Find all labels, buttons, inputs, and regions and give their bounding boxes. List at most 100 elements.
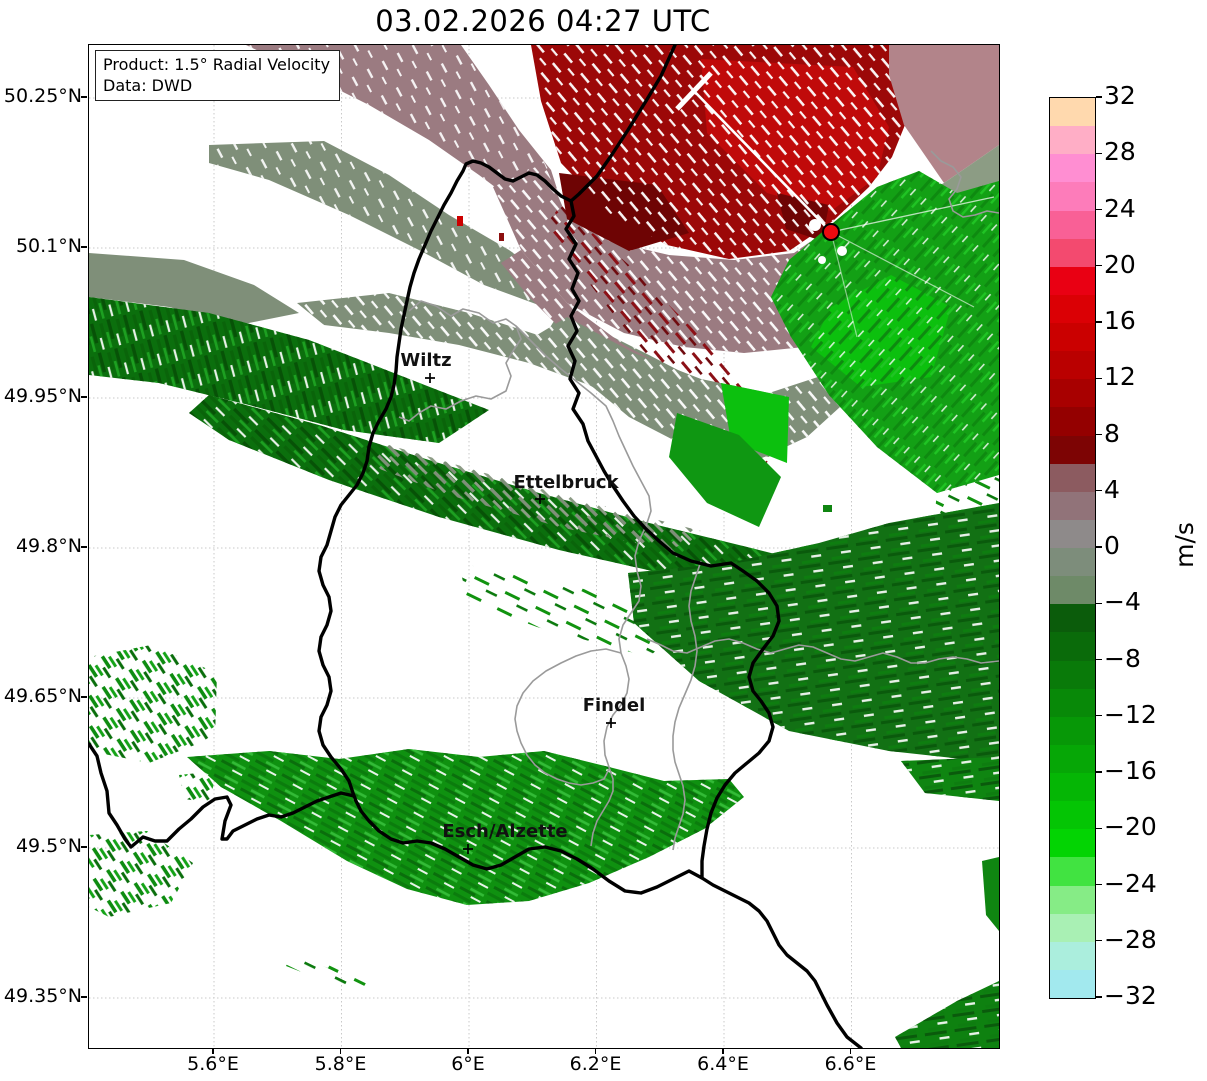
colorbar-tick-mark [1096,377,1102,379]
colorbar-tick-mark [1096,321,1102,323]
colorbar-segment [1050,379,1095,408]
product-info-box: Product: 1.5° Radial Velocity Data: DWD [95,50,341,101]
x-tick-label: 5.6°E [187,1053,239,1075]
city-label-findel: Findel [583,695,646,716]
colorbar-tick-mark [1096,208,1102,211]
y-tick-label: 49.95°N [3,385,82,407]
texture [246,45,559,205]
country-borders [89,45,863,1048]
colorbar-segment [1050,182,1095,211]
colorbar-tick-mark [1096,771,1102,773]
velocity-region-south-dash-1 [286,954,351,989]
radar-spoke-artifacts [675,71,995,338]
colorbar-segment [1050,576,1095,605]
colorbar-tick-mark [1096,940,1102,942]
x-tick-mark [594,1048,597,1054]
colorbar-segment [1050,744,1095,773]
border-france-germany [700,876,863,1048]
city-label-ettelbruck: Ettelbruck [513,472,619,493]
texture [628,503,999,763]
x-tick-label: 6.2°E [569,1053,622,1075]
y-tick-mark [81,96,87,98]
velocity-region-ettelbruck-sage-streaks [369,445,709,550]
y-tick-label: 49.65°N [3,685,82,707]
colorbar-tick-label: −12 [1104,699,1157,729]
city-marker-icon [606,718,616,728]
product-info-line2: Data: DWD [103,76,193,95]
colorbar-segment [1050,632,1095,661]
colorbar-tick-mark [1096,827,1102,829]
colorbar-segment [1050,773,1095,802]
y-tick-label: 49.8°N [15,535,82,557]
texture [771,171,999,493]
colorbar-segment [1050,463,1095,492]
colorbar-tick-mark [1096,433,1102,436]
colorbar-tick-label: −32 [1104,981,1157,1010]
colorbar-segment [1050,857,1095,886]
colorbar-tick-label: 4 [1104,474,1120,504]
colorbar-tick-mark [1096,490,1102,492]
colorbar-segment [1050,548,1095,577]
colorbar [1049,97,1096,999]
city-annotations: Wiltz Ettelbruck Findel Esch/Alzette [400,223,840,854]
y-tick-mark [81,246,87,248]
colorbar-tick-mark [1096,715,1102,717]
colorbar-segment [1050,941,1095,970]
colorbar-segment [1050,519,1095,548]
velocity-region-south-dash-2 [325,963,366,993]
border-belgium-germany [569,45,677,203]
y-tick-mark [81,396,87,398]
velocity-region-left-cluster-2 [89,831,193,917]
colorbar-segment [1050,660,1095,689]
city-marker-icon [463,844,473,854]
colorbar-tick-label: 24 [1104,193,1136,223]
colorbar-segment [1050,688,1095,717]
colorbar-segment [1050,210,1095,239]
colorbar-tick-mark [1096,602,1102,604]
colorbar-tick-label: −24 [1104,868,1157,898]
colorbar-segment [1050,323,1095,352]
colorbar-tick-mark [1096,883,1102,886]
colorbar-tick-label: −28 [1104,924,1157,954]
map-plot-area: Wiltz Ettelbruck Findel Esch/Alzette [88,44,1000,1049]
colorbar-segment [1050,491,1095,520]
district-borders [398,150,999,851]
colorbar-tick-label: 32 [1104,81,1136,110]
colorbar-tick-label: 20 [1104,249,1136,279]
city-label-esch-alzette: Esch/Alzette [442,821,567,842]
texture [901,757,999,801]
y-tick-mark [81,996,87,998]
colorbar-tick-label: 16 [1104,306,1136,335]
colorbar-segment [1050,885,1095,914]
radar-site-marker [822,223,840,241]
figure-title: 03.02.2026 04:27 UTC [375,4,711,38]
colorbar-tick-label: −8 [1104,643,1141,673]
city-label-wiltz: Wiltz [400,350,451,371]
x-tick-mark [212,1048,214,1054]
colorbar-tick-mark [1096,152,1102,154]
colorbar-tick-label: 0 [1104,531,1120,560]
colorbar-segment [1050,969,1095,998]
border-luxembourg [317,159,781,895]
radar-velocity-field [89,45,999,1048]
texture [89,297,489,443]
velocity-region-right-patch-2 [982,857,999,931]
x-tick-label: 6.4°E [697,1053,749,1075]
velocity-region-left-cluster-3 [179,771,217,803]
colorbar-segment [1050,238,1095,267]
texture [187,749,744,905]
y-tick-label: 49.35°N [3,985,82,1007]
colorbar-tick-label: −20 [1104,812,1157,842]
colorbar-tick-label: −16 [1104,756,1157,785]
colorbar-segment [1050,266,1095,295]
x-tick-mark [339,1048,342,1054]
colorbar-segment [1050,801,1095,830]
colorbar-segment [1050,351,1095,380]
colorbar-segment [1050,98,1095,127]
border-france-belgium [89,742,356,849]
colorbar-segment [1050,435,1095,464]
x-tick-label: 5.8°E [314,1053,367,1075]
velocity-region-findel-scatter [459,563,689,657]
texture [209,141,559,307]
